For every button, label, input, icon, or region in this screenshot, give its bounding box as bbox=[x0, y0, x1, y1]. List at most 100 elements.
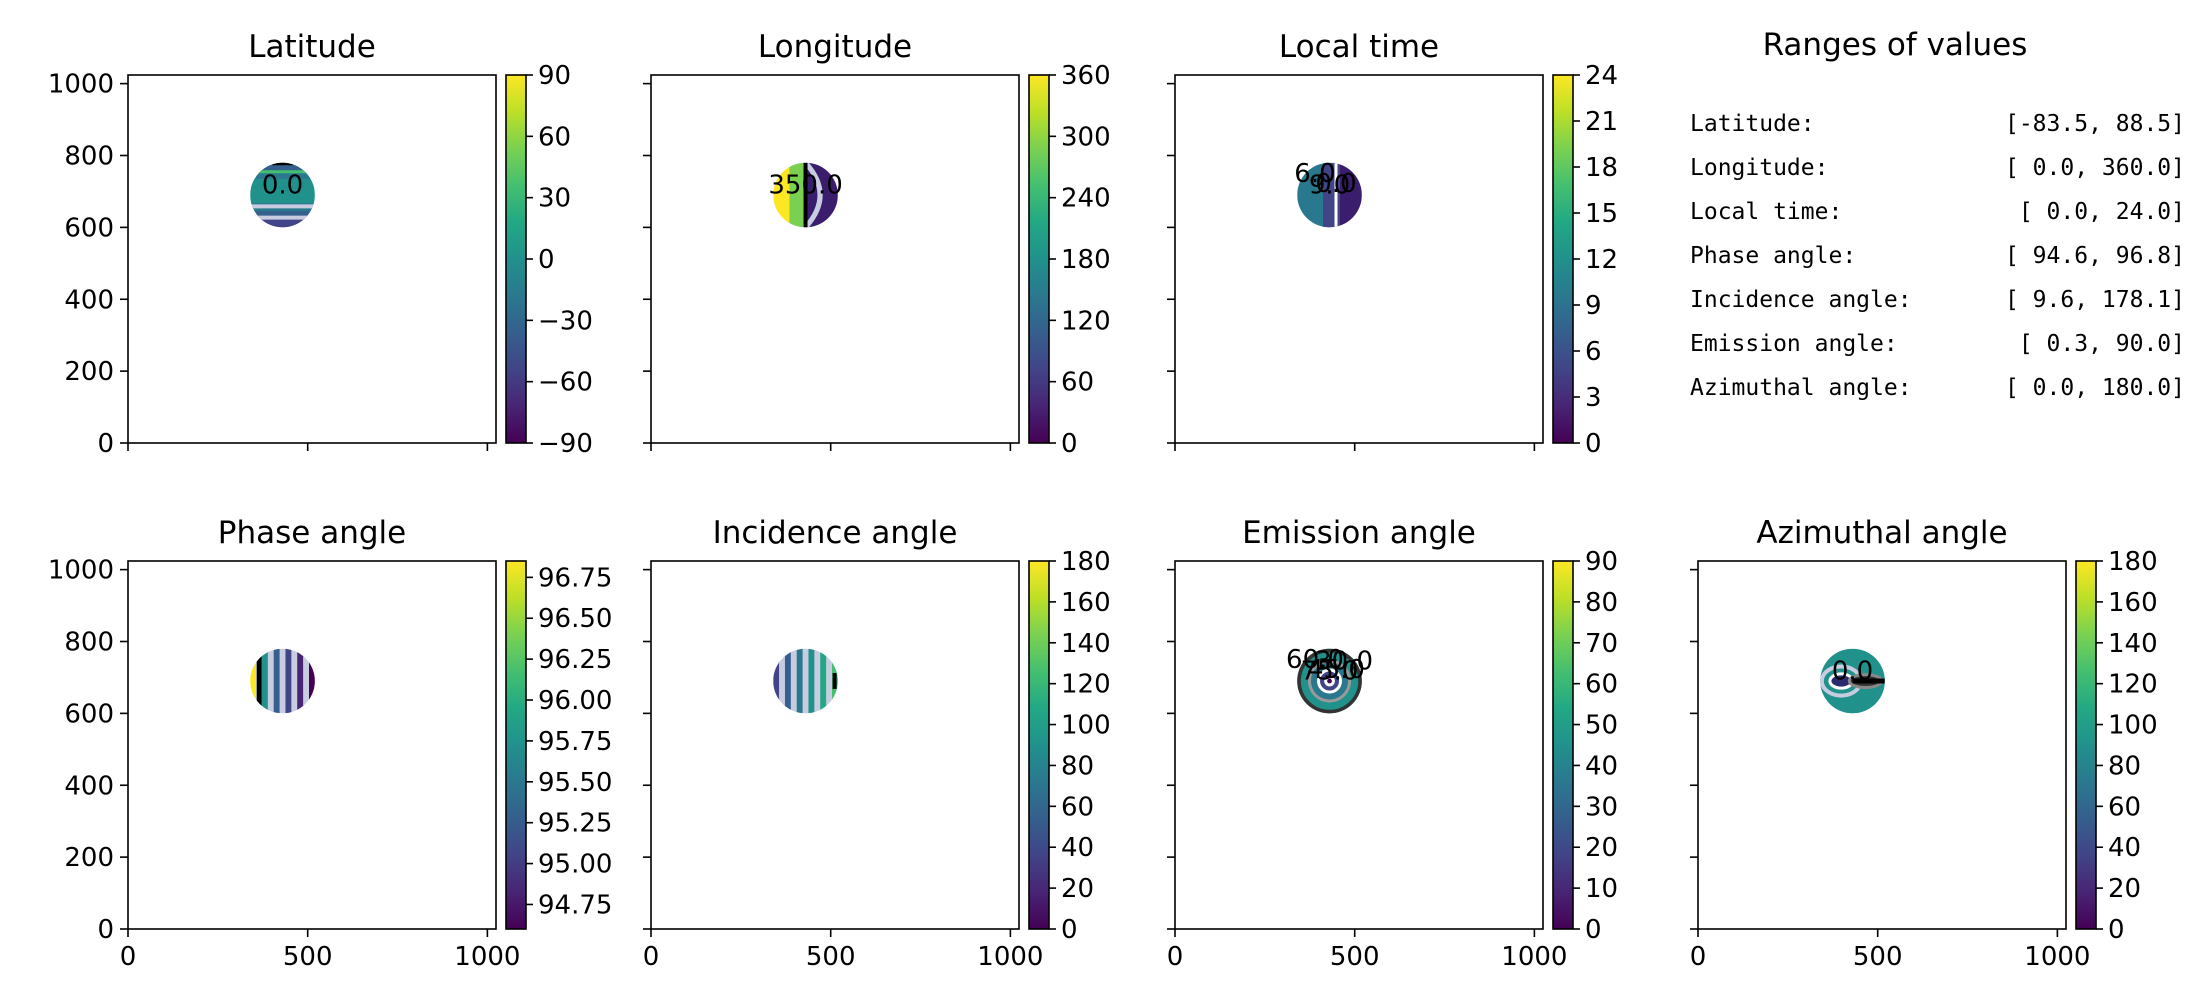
range-value: [ 94.6, 96.8] bbox=[2005, 243, 2185, 269]
y-tick-label: 1000 bbox=[48, 556, 114, 586]
colorbar-tick-label: 3 bbox=[1585, 383, 1602, 413]
colorbar-tick-label: 60 bbox=[1061, 368, 1094, 398]
colorbar-tick-label: 40 bbox=[1585, 751, 1618, 781]
colorbar-tick-label: 180 bbox=[2108, 547, 2158, 577]
contour-label: 0.0 bbox=[1832, 656, 1873, 686]
ranges-rows: Latitude: [-83.5, 88.5] Longitude: [ 0.0, 3… bbox=[1690, 111, 2185, 401]
planet-disk bbox=[773, 648, 838, 714]
colorbar-tick-label: 0 bbox=[1585, 915, 1602, 945]
panel-title: Incidence angle bbox=[713, 515, 958, 551]
colorbar-tick-label: 100 bbox=[1061, 711, 1111, 741]
axes-frame bbox=[127, 74, 497, 444]
x-tick-label: 500 bbox=[283, 942, 333, 972]
colorbar-tick-label: 360 bbox=[1061, 61, 1111, 91]
colorbar-tick-label: 96.25 bbox=[538, 645, 612, 675]
y-tick-label: 600 bbox=[64, 699, 114, 729]
panel-title: Local time bbox=[1279, 29, 1439, 65]
colorbar-tick-label: 15 bbox=[1585, 199, 1618, 229]
range-value: [ 0.0, 180.0] bbox=[2005, 375, 2185, 401]
colorbar-tick-label: 40 bbox=[1061, 833, 1094, 863]
colorbar bbox=[505, 74, 527, 444]
ranges-panel: Ranges of values Latitude: [-83.5, 88.5] L… bbox=[1690, 27, 2185, 401]
colorbar-tick-label: −90 bbox=[538, 429, 593, 459]
range-value: [ 9.6, 178.1] bbox=[2005, 287, 2185, 313]
colorbar-tick-label: 180 bbox=[1061, 547, 1111, 577]
planet-disk bbox=[1297, 648, 1362, 714]
axes-frame bbox=[1174, 560, 1544, 930]
colorbar-tick-label: 180 bbox=[1061, 245, 1111, 275]
y-tick-label: 1000 bbox=[48, 70, 114, 100]
colorbar-tick-label: 94.75 bbox=[538, 890, 612, 920]
colorbar-tick-label: 240 bbox=[1061, 184, 1111, 214]
x-tick-label: 0 bbox=[120, 942, 137, 972]
x-tick-label: 500 bbox=[806, 942, 856, 972]
contour-label: 60.0 bbox=[1286, 645, 1344, 675]
colorbar bbox=[1028, 560, 1050, 930]
colorbar-tick-label: 30 bbox=[1585, 792, 1618, 822]
contour-label: 9.0 bbox=[1309, 170, 1350, 200]
x-tick-label: 1000 bbox=[1501, 942, 1567, 972]
contour-label: 45.0 bbox=[1307, 655, 1365, 685]
colorbar-tick-label: 120 bbox=[2108, 670, 2158, 700]
colorbar-tick-label: 96.75 bbox=[538, 563, 612, 593]
range-name: Latitude: bbox=[1690, 111, 1815, 137]
x-tick-label: 1000 bbox=[454, 942, 520, 972]
range-value: [ 0.0, 24.0] bbox=[2019, 199, 2185, 225]
panel-title: Latitude bbox=[248, 29, 376, 65]
colorbar-tick-label: 95.75 bbox=[538, 727, 612, 757]
panel-lat: Latitude 0.0 0 200 400 600 800 1000 90 60 30 0 −30 −6… bbox=[48, 29, 593, 459]
x-tick-label: 0 bbox=[643, 942, 660, 972]
y-tick-label: 200 bbox=[64, 357, 114, 387]
colorbar-tick-label: 6 bbox=[1585, 337, 1602, 367]
range-value: [ 0.3, 90.0] bbox=[2019, 331, 2185, 357]
colorbar-tick-label: 140 bbox=[2108, 629, 2158, 659]
colorbar-tick-label: 90 bbox=[538, 61, 571, 91]
contour-label: 6.0 bbox=[1294, 159, 1335, 189]
x-tick-label: 0 bbox=[1690, 942, 1707, 972]
colorbar bbox=[1552, 560, 1574, 930]
colorbar-tick-label: 95.50 bbox=[538, 768, 612, 798]
colorbar-tick-label: 21 bbox=[1585, 107, 1618, 137]
y-tick-label: 200 bbox=[64, 843, 114, 873]
panel-title: Emission angle bbox=[1242, 515, 1476, 551]
colorbar-tick-label: 0 bbox=[1061, 429, 1078, 459]
range-value: [-83.5, 88.5] bbox=[2005, 111, 2185, 137]
colorbar-tick-label: 24 bbox=[1585, 61, 1618, 91]
colorbar-tick-label: 96.50 bbox=[538, 604, 612, 634]
colorbar bbox=[2075, 560, 2097, 930]
range-value: [ 0.0, 360.0] bbox=[2005, 155, 2185, 181]
colorbar-tick-label: 0 bbox=[1585, 429, 1602, 459]
colorbar-tick-label: 80 bbox=[2108, 751, 2141, 781]
range-name: Emission angle: bbox=[1690, 331, 1898, 357]
x-tick-label: 500 bbox=[1853, 942, 1903, 972]
y-tick-label: 400 bbox=[64, 285, 114, 315]
colorbar bbox=[1028, 74, 1050, 444]
colorbar-tick-label: 20 bbox=[1585, 833, 1618, 863]
colorbar-tick-label: 0 bbox=[538, 245, 555, 275]
colorbar-tick-label: −60 bbox=[538, 368, 593, 398]
panel-title: Phase angle bbox=[218, 515, 406, 551]
colorbar-tick-label: 12 bbox=[1585, 245, 1618, 275]
panel-lon: Longitude 350.0 360 300 240 180 120 60 0 bbox=[643, 29, 1111, 459]
ranges-title: Ranges of values bbox=[1763, 27, 2028, 63]
colorbar-tick-label: 140 bbox=[1061, 629, 1111, 659]
colorbar-tick-label: 60 bbox=[1585, 670, 1618, 700]
axes-frame bbox=[650, 560, 1020, 930]
range-name: Local time: bbox=[1690, 199, 1842, 225]
axes-frame bbox=[1697, 560, 2067, 930]
colorbar-tick-label: 90 bbox=[1585, 547, 1618, 577]
colorbar-tick-label: 20 bbox=[2108, 874, 2141, 904]
contour-label: 350.0 bbox=[768, 170, 842, 200]
colorbar-tick-label: 80 bbox=[1585, 588, 1618, 618]
colorbar-tick-label: 10 bbox=[1585, 874, 1618, 904]
colorbar-tick-label: 80 bbox=[1061, 751, 1094, 781]
colorbar-tick-label: 9 bbox=[1585, 291, 1602, 321]
colorbar-tick-label: 300 bbox=[1061, 122, 1111, 152]
colorbar-tick-label: 70 bbox=[1585, 629, 1618, 659]
range-name: Phase angle: bbox=[1690, 243, 1856, 269]
colorbar-tick-label: 95.00 bbox=[538, 850, 612, 880]
colorbar-tick-label: 50 bbox=[1585, 711, 1618, 741]
y-tick-label: 0 bbox=[97, 915, 114, 945]
